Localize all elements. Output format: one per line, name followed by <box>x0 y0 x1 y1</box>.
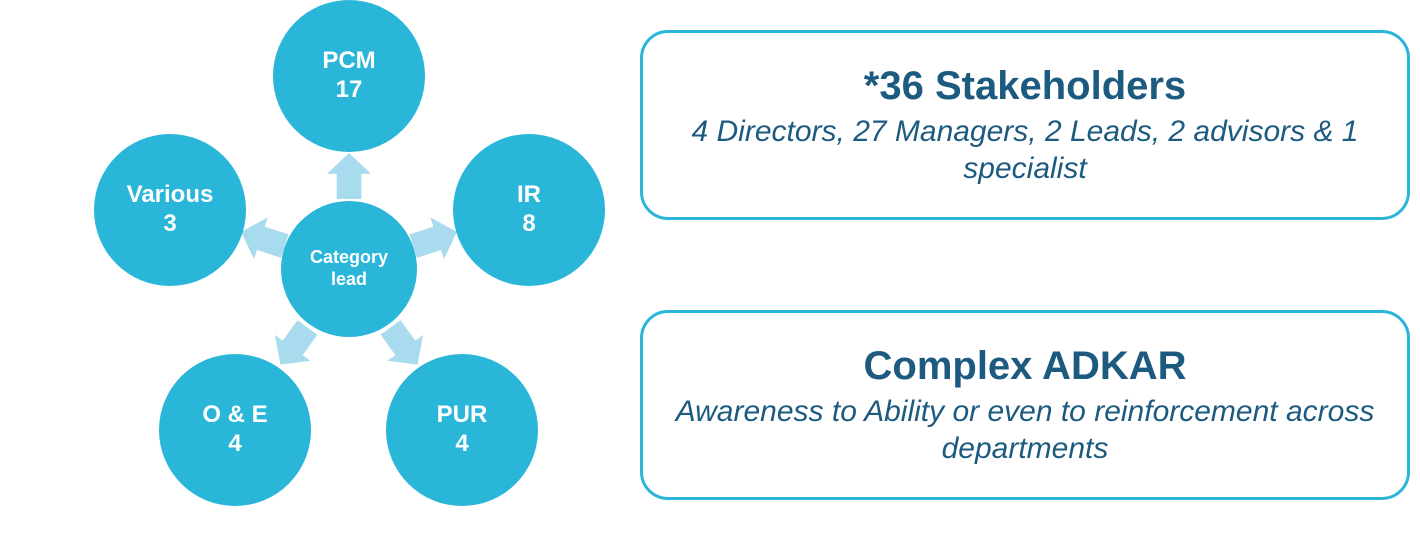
node-oe-value: 4 <box>228 430 241 459</box>
node-pcm: PCM17 <box>273 0 425 152</box>
info-box-adkar-sub: Awareness to Ability or even to reinforc… <box>673 393 1377 468</box>
info-box-adkar-title: Complex ADKAR <box>864 343 1187 389</box>
node-various: Various3 <box>94 134 246 286</box>
node-various-label: Various <box>127 181 214 210</box>
node-pcm-value: 17 <box>336 76 363 105</box>
info-box-stakeholders-title: *36 Stakeholders <box>864 63 1186 109</box>
info-box-stakeholders-sub: 4 Directors, 27 Managers, 2 Leads, 2 adv… <box>673 113 1377 188</box>
node-ir-label: IR <box>517 181 541 210</box>
node-center: Categorylead <box>281 201 417 337</box>
arrow-to-pcm <box>327 153 371 199</box>
node-pur: PUR4 <box>386 354 538 506</box>
node-center-label-1: Category <box>310 247 388 269</box>
node-center-label-2: lead <box>331 269 367 291</box>
node-pur-value: 4 <box>455 430 468 459</box>
node-oe: O & E4 <box>159 354 311 506</box>
node-pcm-label: PCM <box>322 47 375 76</box>
info-box-stakeholders: *36 Stakeholders4 Directors, 27 Managers… <box>640 30 1410 220</box>
node-ir-value: 8 <box>522 210 535 239</box>
info-box-adkar: Complex ADKARAwareness to Ability or eve… <box>640 310 1410 500</box>
node-pur-label: PUR <box>437 401 488 430</box>
node-various-value: 3 <box>163 210 176 239</box>
node-oe-label: O & E <box>202 401 267 430</box>
node-ir: IR8 <box>453 134 605 286</box>
